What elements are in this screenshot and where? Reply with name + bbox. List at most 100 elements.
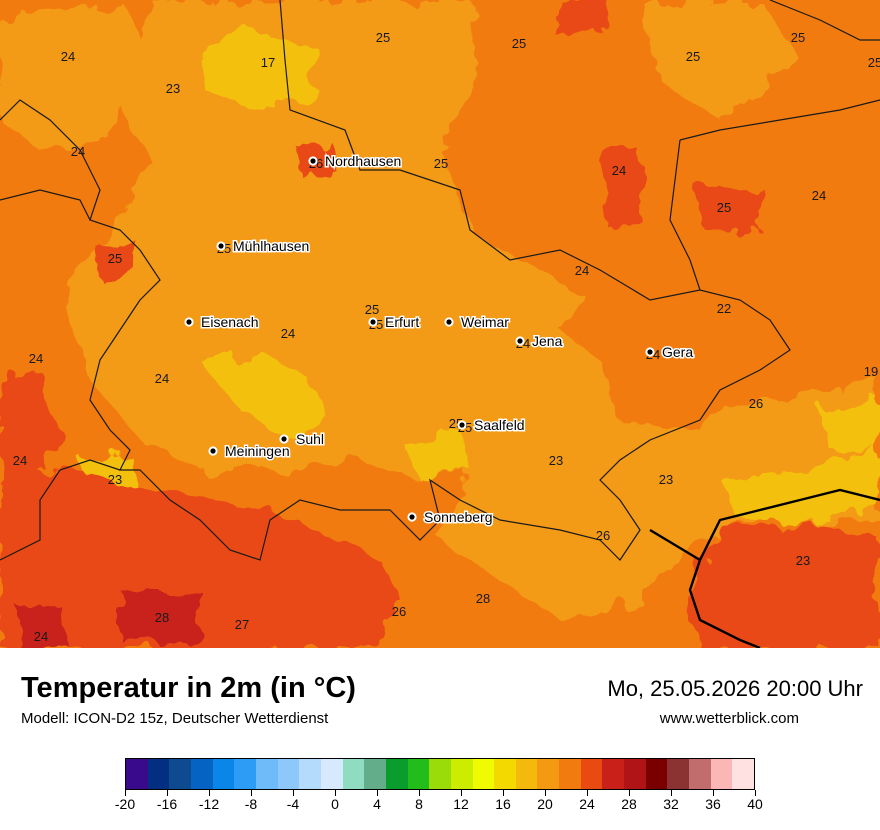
city-name: Erfurt <box>385 314 419 330</box>
temperature-value: 25 <box>512 36 526 51</box>
temperature-value: 24 <box>812 188 826 203</box>
cool-patch-thueringer-wald <box>200 350 330 440</box>
hot-patch-main-valley <box>120 590 200 640</box>
legend-tick-label: 0 <box>331 796 339 812</box>
city-name: Meiningen <box>225 443 290 459</box>
legend-tick-label: 24 <box>579 796 595 812</box>
city-dot <box>457 420 467 430</box>
city-sonneberg: Sonneberg <box>407 508 494 527</box>
cool-patch-east <box>820 400 880 450</box>
legend-ticks: -20 -16 -12 -8 -4 0 4 8 12 16 20 24 28 32 36 40 <box>115 790 763 820</box>
legend-swatch <box>277 759 300 789</box>
temperature-value: 28 <box>155 610 169 625</box>
temperature-value: 25 <box>365 302 379 317</box>
legend-tick-label: 40 <box>747 796 763 812</box>
temperature-value: 23 <box>108 472 122 487</box>
legend-tick-label: 20 <box>537 796 553 812</box>
legend-swatch <box>537 759 560 789</box>
city-name: Saalfeld <box>474 417 525 433</box>
temperature-value: 28 <box>476 591 490 606</box>
temperature-map: 24 23 17 25 25 25 25 25 24 25 24 25 24 25 24 22 25 24 24 24… <box>0 0 880 648</box>
city-erfurt: 25Erfurt <box>368 313 421 332</box>
legend-swatch <box>559 759 581 789</box>
city-name: Suhl <box>296 431 324 447</box>
city-jena: 24Jena <box>515 332 564 351</box>
legend-swatch <box>169 759 191 789</box>
color-legend <box>125 758 755 790</box>
city-name: Jena <box>532 333 563 349</box>
legend-swatch <box>299 759 321 789</box>
forecast-datetime: Mo, 25.05.2026 20:00 Uhr <box>607 676 863 701</box>
country-border-czech <box>649 488 880 648</box>
temperature-value: 24 <box>281 326 295 341</box>
legend-swatch <box>732 759 755 789</box>
cool-patch-south <box>400 430 470 480</box>
temperature-value: 25 <box>791 30 805 45</box>
legend-tick <box>587 790 588 796</box>
map-title: Temperatur in 2m (in °C) <box>21 672 356 704</box>
temperature-value: 23 <box>549 453 563 468</box>
city-dot <box>515 336 525 346</box>
city-dot <box>368 317 378 327</box>
city-dot <box>407 512 417 522</box>
legend-swatch <box>126 759 148 789</box>
temperature-value: 24 <box>155 371 169 386</box>
warmer-area-southeast <box>690 520 880 648</box>
legend-tick <box>755 790 756 796</box>
city-dot <box>208 446 218 456</box>
legend-tick <box>629 790 630 796</box>
city-name: Sonneberg <box>424 509 493 525</box>
legend-tick <box>671 790 672 796</box>
cooler-area-north <box>60 0 640 500</box>
legend-swatch <box>602 759 625 789</box>
legend-tick-label: 4 <box>373 796 381 812</box>
legend-tick <box>545 790 546 796</box>
warmer-area-north <box>560 0 610 40</box>
city-name: Weimar <box>461 314 509 330</box>
legend-swatch <box>667 759 690 789</box>
legend-tick-label: 28 <box>621 796 637 812</box>
legend-swatch <box>147 759 170 789</box>
state-border-north <box>769 0 880 41</box>
legend-swatch <box>689 759 711 789</box>
borders <box>0 0 880 561</box>
city-dot <box>279 434 289 444</box>
warmer-spot-harz-east <box>600 150 640 230</box>
city-saalfeld: 25Saalfeld <box>457 416 526 435</box>
temperature-value: 25 <box>686 49 700 64</box>
legend-swatch <box>515 759 538 789</box>
warmer-area-franken <box>0 470 400 648</box>
legend-swatch <box>385 759 408 789</box>
city-eisenach: Eisenach <box>184 313 260 332</box>
city-dot <box>308 156 318 166</box>
legend-tick-label: 16 <box>495 796 511 812</box>
city-name: Gera <box>662 344 693 360</box>
temperature-value: 25 <box>717 200 731 215</box>
temperature-value: 26 <box>749 396 763 411</box>
website-link[interactable]: www.wetterblick.com <box>659 710 799 727</box>
legend-tick-label: -16 <box>156 796 178 812</box>
city-mühlhausen: 25Mühlhausen <box>216 237 311 256</box>
legend-swatch <box>580 759 603 789</box>
state-border-southwest <box>0 459 121 561</box>
legend-tick <box>167 790 168 796</box>
temperature-value: 24 <box>13 453 27 468</box>
model-source: Modell: ICON-D2 15z, Deutscher Wetterdie… <box>21 710 329 727</box>
legend-tick-label: 36 <box>705 796 721 812</box>
city-dot <box>645 347 655 357</box>
legend-swatch <box>234 759 256 789</box>
temperature-value: 22 <box>717 301 731 316</box>
temperature-value: 19 <box>864 364 878 379</box>
legend-tick <box>293 790 294 796</box>
legend-swatch <box>212 759 235 789</box>
legend-tick-label: -8 <box>244 796 258 812</box>
cooler-area-east <box>440 380 880 620</box>
city-dot <box>444 317 454 327</box>
state-border-east-link <box>669 139 701 291</box>
temperature-value: 24 <box>612 163 626 178</box>
legend-tick <box>209 790 210 796</box>
temperature-field <box>0 0 880 648</box>
temperature-value: 24 <box>575 263 589 278</box>
cooler-area-northeast <box>640 0 800 120</box>
temperature-value: 23 <box>166 81 180 96</box>
